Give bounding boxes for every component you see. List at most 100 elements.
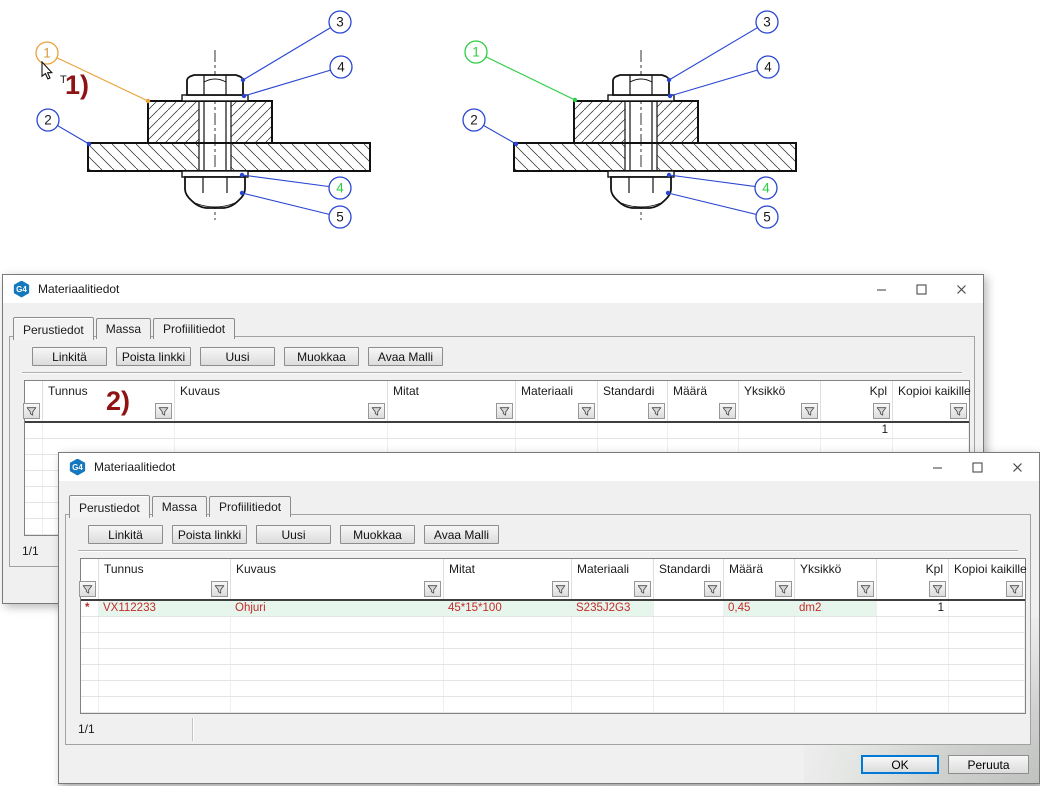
table-row[interactable] — [81, 697, 1025, 713]
avaa-malli-button[interactable]: Avaa Malli — [368, 347, 443, 366]
table-cell — [231, 697, 444, 712]
table-cell — [724, 665, 795, 680]
minimize-button[interactable] — [917, 455, 957, 479]
balloon-circle — [328, 10, 352, 34]
tab-perustiedot[interactable]: Perustiedot — [13, 317, 94, 340]
funnel-icon — [876, 406, 887, 416]
tab-perustiedot[interactable]: Perustiedot — [69, 495, 150, 518]
filter-funnel-button[interactable] — [704, 581, 721, 597]
filter-funnel-button[interactable] — [578, 403, 595, 419]
balloon-number: 5 — [336, 210, 344, 225]
balloon-1[interactable]: 1 — [35, 41, 151, 104]
muokkaa-button[interactable]: Muokkaa — [340, 525, 415, 544]
funnel-icon — [637, 584, 648, 594]
balloon-4[interactable]: 4 — [241, 55, 353, 99]
filter-funnel-button[interactable] — [929, 581, 946, 597]
window-titlebar[interactable]: G4 Materiaalitiedot — [3, 275, 983, 303]
window-titlebar[interactable]: G4 Materiaalitiedot — [59, 453, 1039, 481]
linkita-button[interactable]: Linkitä — [88, 525, 163, 544]
table-row[interactable] — [81, 649, 1025, 665]
balloon-4[interactable]: 4 — [239, 172, 352, 200]
filter-funnel-button[interactable] — [23, 403, 40, 419]
close-button[interactable] — [941, 277, 981, 301]
filter-funnel-button[interactable] — [648, 403, 665, 419]
maximize-button[interactable] — [957, 455, 997, 479]
filter-funnel-button[interactable] — [552, 581, 569, 597]
balloon-2[interactable]: 2 — [462, 108, 519, 147]
muokkaa-button[interactable]: Muokkaa — [284, 347, 359, 366]
filter-funnel-button[interactable] — [719, 403, 736, 419]
ok-button[interactable]: OK — [861, 755, 939, 774]
filter-funnel-button[interactable] — [211, 581, 228, 597]
filter-funnel-button[interactable] — [873, 403, 890, 419]
filter-funnel-button[interactable] — [950, 403, 967, 419]
table-row[interactable]: * VX112233 Ohjuri 45*15*100 S235J2G3 0,45 dm2 1 — [81, 601, 1025, 617]
table-row[interactable] — [81, 681, 1025, 697]
table-cell: VX112233 — [99, 601, 231, 616]
table-row[interactable] — [81, 665, 1025, 681]
table-cell — [81, 633, 99, 648]
table-cell — [877, 617, 949, 632]
funnel-icon — [158, 406, 169, 416]
filter-funnel-button[interactable] — [368, 403, 385, 419]
filter-funnel-button[interactable] — [775, 581, 792, 597]
status-bar: 1/1 — [66, 714, 1030, 744]
balloon-1[interactable]: 1 — [464, 40, 578, 103]
filter-funnel-button[interactable] — [801, 403, 818, 419]
table-row[interactable] — [81, 633, 1025, 649]
balloon-5[interactable]: 5 — [665, 190, 779, 229]
tab-profiilitiedot[interactable]: Profiilitiedot — [209, 496, 292, 517]
balloon-circle — [756, 55, 780, 79]
funnel-icon — [499, 406, 510, 416]
minimize-button[interactable] — [861, 277, 901, 301]
tab-profiilitiedot[interactable]: Profiilitiedot — [153, 318, 236, 339]
filter-funnel-button[interactable] — [424, 581, 441, 597]
column-header: Kopioi kaikille — [893, 381, 971, 421]
poista-linkki-button[interactable]: Poista linkki — [172, 525, 247, 544]
filter-funnel-button[interactable] — [79, 581, 96, 597]
table-cell — [99, 617, 231, 632]
funnel-icon — [707, 584, 718, 594]
cancel-button[interactable]: Peruuta — [948, 755, 1029, 774]
balloon-circle — [462, 108, 486, 132]
table-cell: 1 — [877, 601, 949, 616]
table-cell — [572, 681, 654, 696]
poista-linkki-button[interactable]: Poista linkki — [116, 347, 191, 366]
table-row[interactable]: 1 — [25, 423, 969, 439]
balloon-circle — [755, 10, 779, 34]
row-selector-header — [23, 381, 43, 421]
tab-massa[interactable]: Massa — [95, 318, 152, 339]
table-cell — [99, 649, 231, 664]
uusi-button[interactable]: Uusi — [200, 347, 275, 366]
balloon-4[interactable]: 4 — [667, 55, 780, 99]
leader-endpoint — [572, 97, 578, 103]
uusi-button[interactable]: Uusi — [256, 525, 331, 544]
balloon-5[interactable]: 5 — [239, 190, 352, 229]
balloon-4[interactable]: 4 — [666, 172, 778, 200]
filter-funnel-button[interactable] — [496, 403, 513, 419]
table-cell — [572, 665, 654, 680]
maximize-button[interactable] — [901, 277, 941, 301]
column-header-label: Standardi — [659, 562, 711, 576]
app-icon-g4: G4 — [69, 458, 86, 476]
close-button[interactable] — [997, 455, 1037, 479]
tab-massa[interactable]: Massa — [151, 496, 208, 517]
table-cell — [388, 439, 516, 454]
filter-funnel-button[interactable] — [857, 581, 874, 597]
column-header: Tunnus — [99, 559, 231, 599]
table-cell: 45*15*100 — [444, 601, 572, 616]
filter-funnel-button[interactable] — [155, 403, 172, 419]
table-cell — [444, 665, 572, 680]
filter-funnel-button[interactable] — [634, 581, 651, 597]
table-row[interactable] — [81, 617, 1025, 633]
column-header-label: Määrä — [673, 384, 708, 398]
filter-funnel-button[interactable] — [1006, 581, 1023, 597]
table-cell: 1 — [821, 423, 893, 438]
balloon-3[interactable]: 3 — [666, 10, 779, 83]
balloon-number: 4 — [336, 181, 344, 196]
avaa-malli-button[interactable]: Avaa Malli — [424, 525, 499, 544]
balloon-number: 2 — [44, 113, 52, 128]
balloon-3[interactable]: 3 — [240, 10, 352, 83]
linkita-button[interactable]: Linkitä — [32, 347, 107, 366]
balloon-2[interactable]: 2 — [36, 108, 92, 147]
